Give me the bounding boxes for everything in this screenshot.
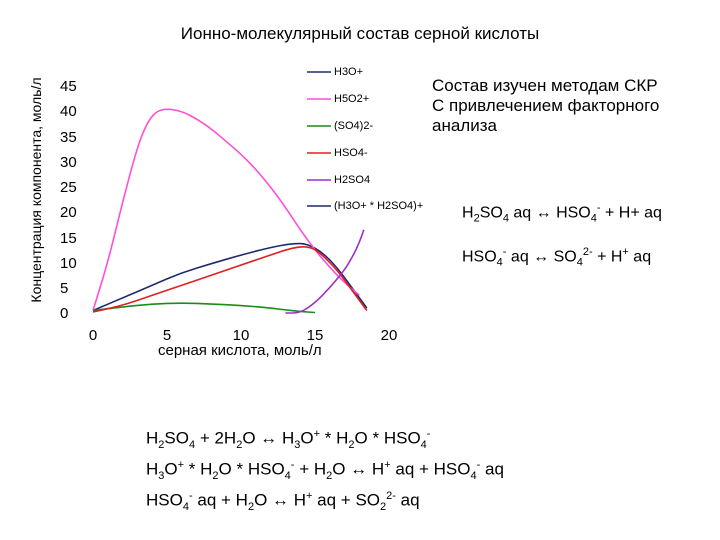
- y-tick-label: 40: [60, 103, 77, 120]
- y-tick-label: 45: [60, 78, 77, 95]
- method-note-line: анализа: [432, 116, 497, 135]
- reaction-line-1: H2SO4 + 2H2O ↔ H3O+ * H2O * HSO4-: [146, 428, 431, 452]
- y-tick-label: 15: [60, 230, 77, 247]
- x-tick-label: 20: [380, 327, 398, 344]
- equation-1: H2SO4 aq ↔ HSO4- + H+ aq: [462, 202, 662, 225]
- legend-label: (H3O+ * H2SO4)+: [334, 200, 424, 212]
- x-tick-label: 15: [306, 327, 324, 344]
- method-note-line: С привлечением факторного: [432, 96, 660, 115]
- legend-label: HSO4-: [334, 147, 368, 159]
- y-tick-label: 25: [60, 179, 77, 196]
- y-tick-label: 10: [60, 255, 77, 272]
- legend-label: (SO4)2-: [334, 120, 374, 132]
- chart-title: Ионно-молекулярный состав серной кислоты: [180, 24, 540, 43]
- x-axis-label: серная кислота, моль/л: [158, 342, 322, 359]
- y-tick-label: 35: [60, 129, 77, 146]
- reaction-line-3: HSO4- aq + H2O ↔ H+ aq + SO22- aq: [146, 490, 420, 514]
- reaction-line-2: H3O+ * H2O * HSO4- + H2O ↔ H+ aq + HSO4-…: [146, 459, 504, 483]
- method-note-line: Состав изучен методам СКР: [432, 76, 658, 95]
- legend-label: H2SO4: [334, 174, 371, 186]
- x-tick-label: 0: [88, 327, 98, 344]
- y-tick-label: 0: [60, 305, 69, 322]
- series-line: [92, 242, 368, 312]
- reaction-equations: H2SO4 + 2H2O ↔ H3O+ * H2O * HSO4- H3O+ *…: [146, 424, 504, 517]
- legend-label: H5O2+: [334, 93, 370, 105]
- series-line: [92, 245, 368, 313]
- x-tick-label: 10: [232, 327, 250, 344]
- series-line: [285, 229, 365, 314]
- y-tick-label: 30: [60, 154, 77, 171]
- series-line: [92, 302, 316, 314]
- series-line: [92, 108, 360, 311]
- y-tick-label: 5: [60, 280, 69, 297]
- x-tick-label: 5: [162, 327, 172, 344]
- equation-2: HSO4- aq ↔ SO42- + H+ aq: [462, 246, 652, 269]
- legend-label: H3O+: [334, 66, 364, 78]
- method-note: Состав изучен методам СКР С привлечением…: [432, 76, 712, 136]
- y-tick-label: 20: [60, 204, 77, 221]
